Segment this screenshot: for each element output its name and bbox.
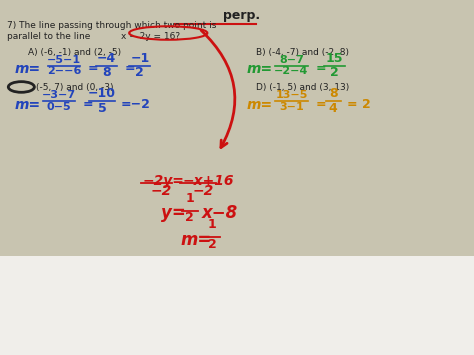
Text: 8: 8 <box>329 87 337 100</box>
Text: 1: 1 <box>208 218 217 231</box>
Text: m=: m= <box>246 62 273 76</box>
Text: =: = <box>88 62 98 75</box>
Text: −2−4: −2−4 <box>274 66 309 76</box>
Text: =−2: =−2 <box>121 98 151 111</box>
Text: m=: m= <box>14 98 40 111</box>
Text: 8−7: 8−7 <box>279 55 304 65</box>
Text: 7) The line passing through which two point is: 7) The line passing through which two po… <box>7 21 217 30</box>
Text: −3−7: −3−7 <box>42 91 76 100</box>
Text: −5−1: −5−1 <box>47 55 81 65</box>
Text: m=: m= <box>246 98 273 111</box>
Text: x − 2y = 16?: x − 2y = 16? <box>121 32 180 41</box>
Text: x−8: x−8 <box>201 204 237 222</box>
Text: −x+16: −x+16 <box>182 174 234 188</box>
Text: = 2: = 2 <box>347 98 371 111</box>
Text: perp.: perp. <box>223 9 260 22</box>
Text: =: = <box>315 62 326 75</box>
Bar <box>0 0 474 256</box>
Text: 2: 2 <box>136 66 144 80</box>
Text: 4: 4 <box>329 102 337 115</box>
Text: A) (-6, -1) and (2, -5): A) (-6, -1) and (2, -5) <box>28 48 121 57</box>
Text: 3−1: 3−1 <box>279 102 304 112</box>
Text: −2: −2 <box>193 184 214 197</box>
Text: y=: y= <box>161 204 186 222</box>
Text: 8: 8 <box>102 66 111 80</box>
Text: 2: 2 <box>185 211 194 224</box>
Text: 13−5: 13−5 <box>275 91 308 100</box>
Text: −2: −2 <box>151 184 172 197</box>
Text: −2y=: −2y= <box>142 174 184 188</box>
Text: −10: −10 <box>88 87 116 100</box>
Text: parallel to the line: parallel to the line <box>7 32 99 41</box>
Text: 1: 1 <box>185 192 194 205</box>
Text: 0−5: 0−5 <box>47 102 72 112</box>
Text: m=: m= <box>14 62 40 76</box>
Text: 2: 2 <box>330 66 338 80</box>
Text: =: = <box>315 98 326 111</box>
Text: =: = <box>125 62 135 75</box>
Text: B) (-4, -7) and (-2, 8): B) (-4, -7) and (-2, 8) <box>256 48 349 57</box>
FancyArrowPatch shape <box>201 30 235 148</box>
Text: (-5, 7) and (0, -3): (-5, 7) and (0, -3) <box>36 83 113 92</box>
Text: −4: −4 <box>97 52 116 65</box>
Text: −1: −1 <box>130 52 149 65</box>
Text: 2−−6: 2−−6 <box>47 66 81 76</box>
Text: =: = <box>83 98 93 111</box>
Text: 2: 2 <box>208 238 217 251</box>
Text: m=: m= <box>180 231 211 249</box>
Text: 15: 15 <box>326 52 343 65</box>
Text: D) (-1, 5) and (3, 13): D) (-1, 5) and (3, 13) <box>256 83 349 92</box>
Text: 5: 5 <box>98 102 106 115</box>
